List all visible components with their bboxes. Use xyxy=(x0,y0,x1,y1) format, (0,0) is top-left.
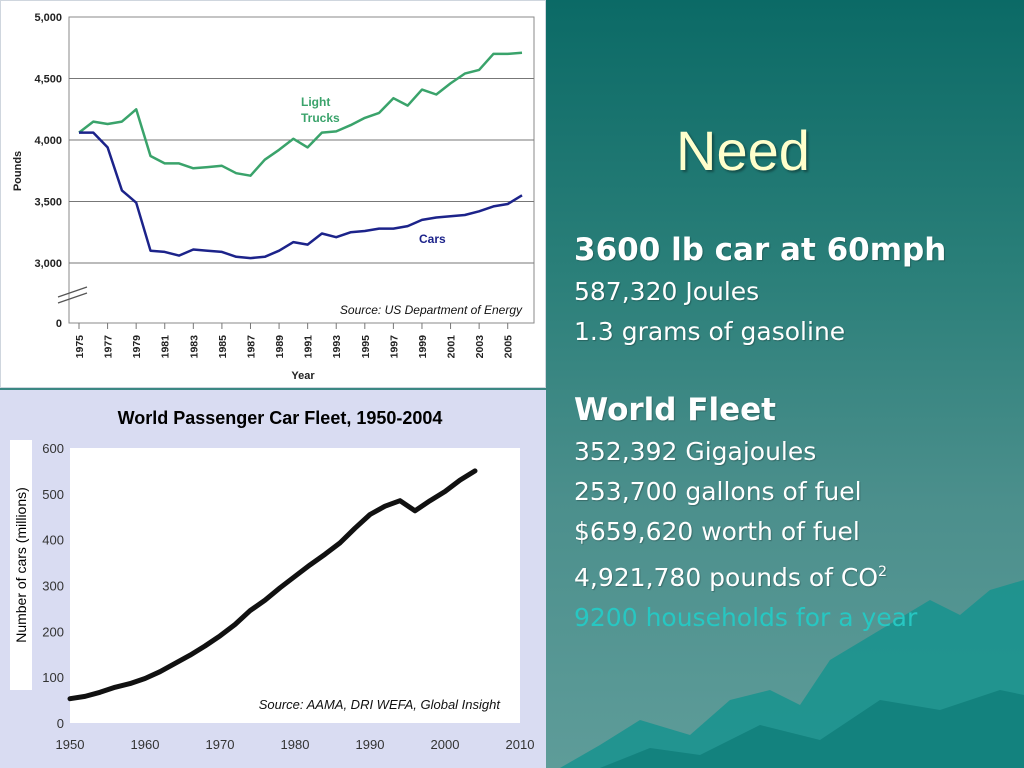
cars-label: Cars xyxy=(419,232,446,246)
y-tick-label: 0 xyxy=(56,318,62,330)
axis-break-mark xyxy=(57,286,88,298)
bullet-co2-text: 4,921,780 pounds of CO xyxy=(574,563,879,592)
x-tick-label: 1977 xyxy=(103,335,115,359)
axis-break-mark xyxy=(57,292,88,304)
fleet-line xyxy=(67,468,478,702)
x-tick-label: 1993 xyxy=(331,335,343,359)
x-tick-label: 1995 xyxy=(360,335,372,359)
bullet-list: 3600 lb car at 60mph 587,320 Joules 1.3 … xyxy=(574,228,946,638)
x-tick-label: 1960 xyxy=(131,737,160,752)
cars-line xyxy=(79,131,523,260)
bullet-gigajoules: 352,392 Gigajoules xyxy=(574,437,817,466)
x-tick-label: 2001 xyxy=(446,335,458,359)
y-tick-label: 0 xyxy=(57,716,64,731)
x-tick-label: 1990 xyxy=(356,737,385,752)
light-trucks-label-line1: Light xyxy=(301,95,330,109)
x-tick-label: 1983 xyxy=(188,335,200,359)
x-tick-label: 2000 xyxy=(431,737,460,752)
world-fleet-chart-title: World Passenger Car Fleet, 1950-2004 xyxy=(117,408,443,428)
x-tick-label: 1950 xyxy=(56,737,85,752)
x-tick-label: 1980 xyxy=(281,737,310,752)
vehicle-weight-chart: 0 3,000 3,500 4,000 4,500 5,000 1975 1977 1979 19… xyxy=(12,12,535,382)
y-tick-label: 3,000 xyxy=(34,258,62,270)
slide-title: Need xyxy=(676,119,810,182)
world-fleet-chart: 0 100 200 300 400 500 600 1950 1960 1970 1980 1990 2… xyxy=(42,441,535,752)
x-axis-label: Year xyxy=(291,370,315,382)
x-tick-label: 1981 xyxy=(160,335,172,359)
y-tick-label: 3,500 xyxy=(34,197,62,209)
world-fleet-y-axis-label: Number of cars (millions) xyxy=(13,487,29,643)
bullet-car-heading: 3600 lb car at 60mph xyxy=(574,232,947,268)
y-tick-label: 200 xyxy=(42,624,64,639)
bullet-spacer xyxy=(574,352,946,388)
y-axis-label: Pounds xyxy=(12,151,24,191)
light-trucks-line xyxy=(78,51,523,177)
bullet-world-fleet-heading: World Fleet xyxy=(574,392,776,428)
vehicle-weight-chart-panel: 0 3,000 3,500 4,000 4,500 5,000 1975 1977 1979 19… xyxy=(0,0,546,388)
x-tick-label: 1985 xyxy=(217,335,229,359)
y-tick-label: 600 xyxy=(42,441,64,456)
x-tick-label: 1970 xyxy=(206,737,235,752)
x-tick-label: 1997 xyxy=(388,335,400,359)
plot-frame xyxy=(68,16,535,324)
x-tick-label: 2005 xyxy=(503,335,515,359)
x-tick-label: 1987 xyxy=(245,335,257,359)
x-tick-label: 1975 xyxy=(74,335,86,359)
bullet-gallons: 253,700 gallons of fuel xyxy=(574,477,862,506)
x-tick-label: 1991 xyxy=(303,335,315,359)
bullet-co2: 4,921,780 pounds of CO2 xyxy=(574,552,946,598)
y-tick-label: 5,000 xyxy=(34,12,62,24)
bullet-joules: 587,320 Joules xyxy=(574,277,760,306)
y-tick-label: 4,000 xyxy=(34,135,62,147)
x-tick-label: 2003 xyxy=(474,335,486,359)
y-tick-label: 400 xyxy=(42,533,64,548)
bullet-grams-gasoline: 1.3 grams of gasoline xyxy=(574,317,846,346)
y-tick-label: 100 xyxy=(42,670,64,685)
bullet-households: 9200 households for a year xyxy=(574,603,918,632)
bullet-co2-subscript: 2 xyxy=(878,564,887,580)
y-tick-label: 500 xyxy=(42,487,64,502)
x-tick-label: 1989 xyxy=(274,335,286,359)
y-tick-label: 4,500 xyxy=(34,74,62,86)
light-trucks-label-line2: Trucks xyxy=(301,111,340,125)
y-tick-label: 300 xyxy=(42,579,64,594)
world-fleet-chart-panel: World Passenger Car Fleet, 1950-2004 0 10… xyxy=(0,390,546,768)
chart1-source-note: Source: US Department of Energy xyxy=(340,303,523,317)
x-tick-label: 1979 xyxy=(131,335,143,359)
x-tick-label: 1999 xyxy=(417,335,429,359)
world-fleet-y-axis-label-box: Number of cars (millions) xyxy=(10,440,32,690)
chart2-source-note: Source: AAMA, DRI WEFA, Global Insight xyxy=(259,697,502,712)
bullet-fuel-cost: $659,620 worth of fuel xyxy=(574,517,860,546)
x-tick-label: 2010 xyxy=(506,737,535,752)
